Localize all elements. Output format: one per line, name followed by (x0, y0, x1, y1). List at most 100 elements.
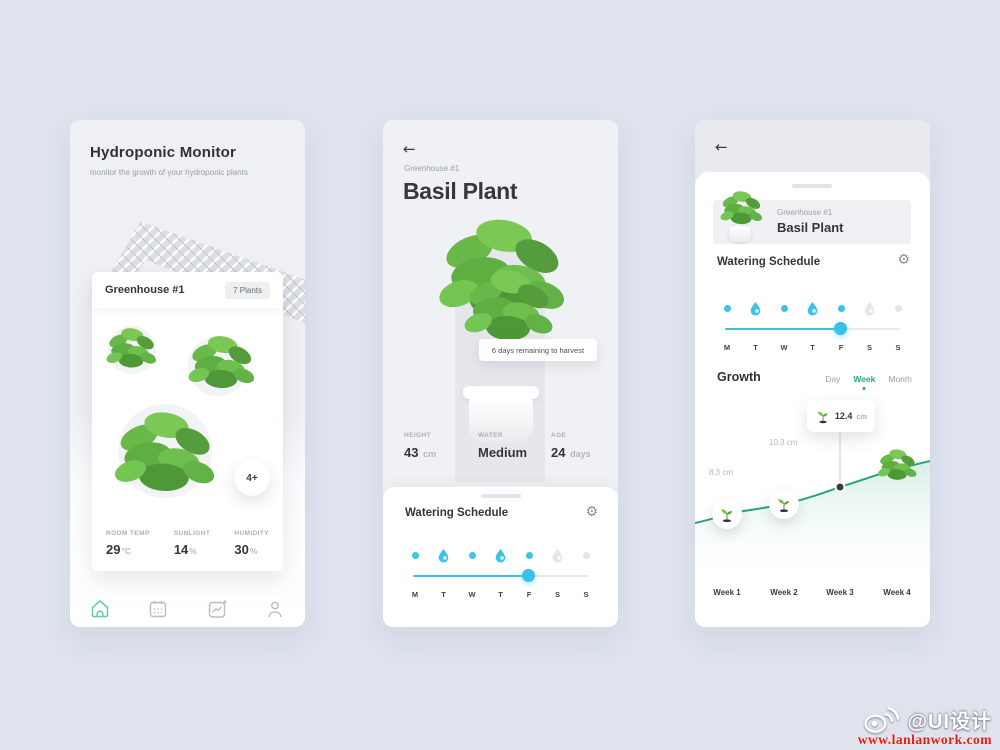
stat-value: 29 (106, 542, 121, 557)
watering-widget: M T W T F S S (407, 547, 594, 599)
tab-day[interactable]: Day (825, 374, 841, 384)
gear-icon[interactable]: ⚙ (585, 504, 598, 520)
stat-value: 30 (234, 542, 249, 557)
chart-point-week1[interactable] (712, 499, 742, 529)
back-button[interactable]: ← (715, 138, 728, 156)
watermark-site: www.lanlanwork.com (857, 732, 992, 747)
stat-label: HEIGHT (404, 432, 431, 439)
water-drop-icon-tue[interactable] (436, 548, 451, 563)
x-label-week1: Week 1 (713, 588, 741, 597)
day-label: W (468, 590, 476, 599)
harvest-tooltip: 6 days remaining to harvest (479, 339, 597, 361)
greenhouse-card-title: Greenhouse #1 (105, 284, 185, 296)
plant-thumbnail (715, 186, 767, 228)
chart-point-week2[interactable] (769, 489, 799, 519)
stat-value: 14 (173, 542, 189, 557)
tooltip-value: 12.4 (834, 411, 853, 421)
day-label: S (895, 343, 901, 352)
stat-water: WATER Medium (478, 432, 528, 460)
day-label: T (810, 343, 815, 352)
day-label: S (554, 590, 560, 599)
stat-value: 43 (404, 445, 419, 460)
calendar-icon[interactable] (147, 598, 169, 620)
page-subtitle: monitor the growth of your hydroponic pl… (90, 168, 248, 177)
growth-tabs: Day Week Month (825, 374, 912, 390)
watering-sheet[interactable]: Watering Schedule ⚙ M (383, 487, 618, 627)
water-drop-icon-tue[interactable] (748, 301, 763, 316)
gear-icon[interactable]: ⚙ (897, 252, 910, 268)
day-label: T (498, 590, 503, 599)
stat-label: AGE (551, 432, 567, 439)
day-label: T (441, 590, 446, 599)
slider-knob[interactable] (834, 322, 847, 335)
chart-tooltip: 12.4 cm (807, 400, 875, 432)
water-drop-icon-sat-off[interactable] (550, 548, 565, 563)
weibo-logo-icon (864, 707, 900, 733)
watering-dot-sun-off[interactable] (894, 305, 902, 312)
plant-count-badge: 7 Plants (225, 281, 270, 299)
watering-dot-sun-off[interactable] (582, 552, 590, 559)
watering-dot-fri[interactable] (525, 552, 533, 559)
stats-icon[interactable] (206, 598, 228, 620)
sprout-icon (718, 505, 736, 523)
plant-thumbnail-pot (729, 226, 751, 242)
drag-handle[interactable] (480, 494, 521, 498)
water-drop-icon-thu[interactable] (805, 301, 820, 316)
day-labels: M T W T F S S (719, 343, 906, 352)
slider-knob[interactable] (522, 569, 535, 582)
water-drop-icon-thu[interactable] (493, 548, 508, 563)
stat-age: AGE 24 days (551, 432, 591, 460)
stat-unit: % (249, 546, 258, 556)
watering-title: Watering Schedule (717, 256, 821, 268)
sprout-icon (815, 408, 831, 424)
water-drop-icon-sat-off[interactable] (862, 301, 877, 316)
plant-image-1[interactable] (100, 322, 162, 372)
watermark: @UI设计 www.lanlanwork.com (858, 704, 992, 748)
harvest-tooltip-text: 6 days remaining to harvest (491, 345, 585, 355)
watering-dot-mon[interactable] (411, 552, 419, 559)
watering-title: Watering Schedule (405, 507, 509, 519)
plant-image-2[interactable] (180, 328, 262, 394)
stat-sunlight: SUNLIGHT 14% (174, 530, 210, 557)
point-label-week1: 8.3 cm (709, 468, 734, 477)
stat-label: SUNLIGHT (173, 530, 211, 537)
header-band (695, 120, 930, 172)
drag-handle[interactable] (792, 184, 832, 188)
plant-card-subtitle: Greenhouse #1 (777, 208, 833, 217)
stat-label: HUMIDITY (234, 530, 269, 537)
greenhouse-card[interactable]: Greenhouse #1 7 Plants 4+ ROOM TEMP 29°C (92, 272, 283, 571)
day-labels: M T W T F S S (407, 590, 594, 599)
greenhouse-card-header[interactable]: Greenhouse #1 7 Plants (92, 272, 283, 308)
plant-image-3[interactable] (102, 400, 226, 500)
watering-slider[interactable] (407, 569, 594, 582)
watering-dot-fri[interactable] (837, 305, 845, 312)
stat-unit: days (570, 449, 591, 459)
x-label-week4: Week 4 (883, 588, 911, 597)
watermark-handle: @UI设计 (907, 710, 992, 733)
profile-icon[interactable] (264, 598, 286, 620)
chart-plant-week4 (873, 444, 921, 484)
phone-screen-plant-detail: ← Greenhouse #1 Basil Plant 6 days remai… (383, 120, 618, 627)
watering-marks (407, 547, 594, 563)
stat-room-temp: ROOM TEMP 29°C (106, 530, 150, 557)
more-plants-label: 4+ (246, 472, 258, 484)
watering-slider[interactable] (719, 322, 906, 335)
more-plants-button[interactable]: 4+ (234, 460, 270, 496)
point-label-week2: 10.3 cm (769, 438, 798, 447)
environment-stats: ROOM TEMP 29°C SUNLIGHT 14% HUMIDITY 30% (92, 520, 283, 571)
home-icon[interactable] (89, 598, 111, 620)
tab-week[interactable]: Week (853, 374, 875, 390)
tooltip-unit: cm (856, 411, 868, 421)
plant-pot (463, 386, 539, 399)
watering-marks (719, 300, 906, 316)
tab-month[interactable]: Month (888, 374, 912, 384)
x-label-week2: Week 2 (770, 588, 798, 597)
day-label: S (866, 343, 872, 352)
back-button[interactable]: ← (403, 140, 416, 158)
watering-dot-wed[interactable] (468, 552, 476, 559)
watering-dot-wed[interactable] (780, 305, 788, 312)
stat-humidity: HUMIDITY 30% (234, 530, 269, 557)
watering-dot-mon[interactable] (723, 305, 731, 312)
x-label-week3: Week 3 (826, 588, 854, 597)
